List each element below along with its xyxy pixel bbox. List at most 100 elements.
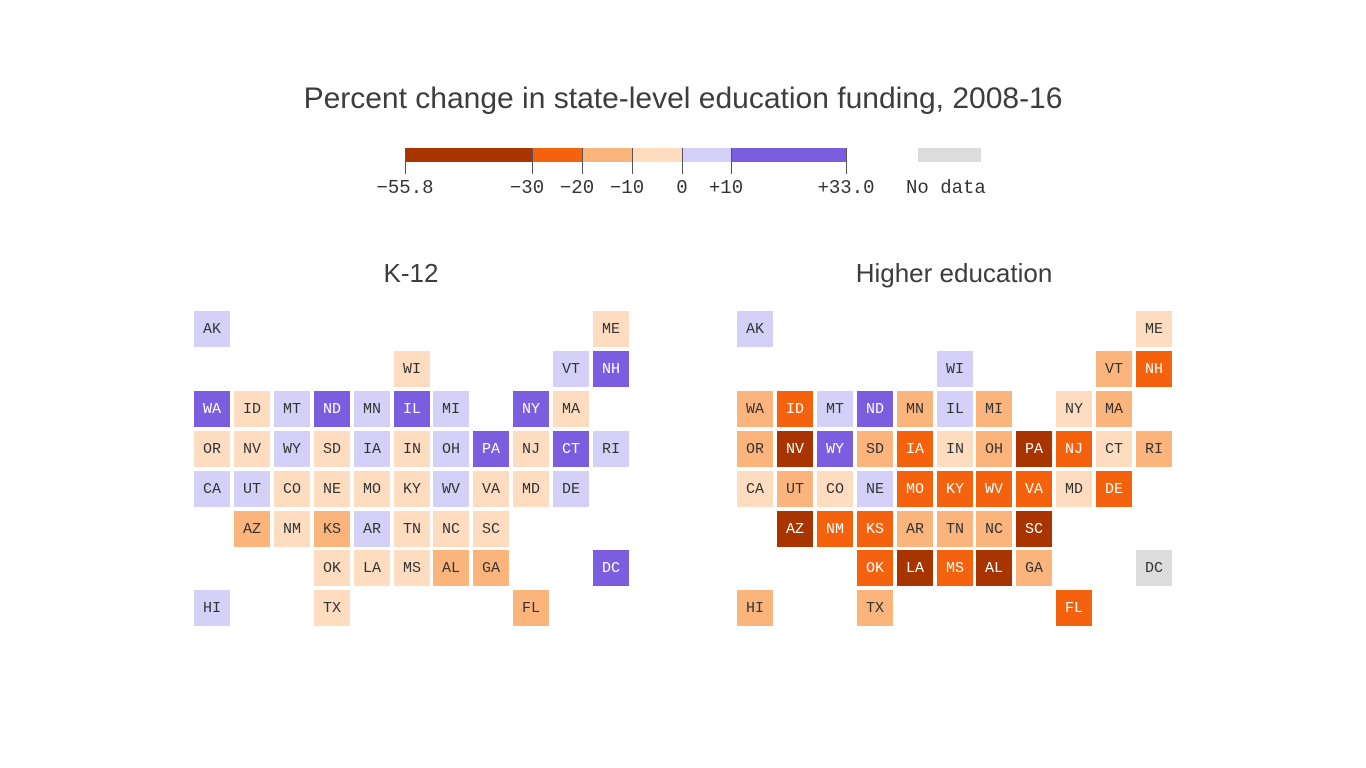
state-tile-wy: WY bbox=[817, 431, 853, 467]
state-tile-ar: AR bbox=[897, 511, 933, 547]
state-tile-nm: NM bbox=[817, 511, 853, 547]
state-tile-oh: OH bbox=[976, 431, 1012, 467]
state-tile-mt: MT bbox=[274, 391, 310, 427]
state-tile-ia: IA bbox=[897, 431, 933, 467]
legend-tick bbox=[731, 148, 732, 174]
state-tile-ky: KY bbox=[937, 471, 973, 507]
state-tile-me: ME bbox=[593, 311, 629, 347]
legend-no-data-swatch bbox=[918, 148, 981, 162]
state-tile-fl: FL bbox=[1056, 590, 1092, 626]
state-tile-in: IN bbox=[937, 431, 973, 467]
state-tile-ok: OK bbox=[314, 550, 350, 586]
state-tile-wy: WY bbox=[274, 431, 310, 467]
state-tile-nv: NV bbox=[777, 431, 813, 467]
state-tile-ga: GA bbox=[473, 550, 509, 586]
state-tile-de: DE bbox=[1096, 471, 1132, 507]
legend-swatch-lt_neg30 bbox=[405, 148, 532, 162]
state-tile-nj: NJ bbox=[1056, 431, 1092, 467]
state-tile-dc: DC bbox=[1136, 550, 1172, 586]
state-tile-md: MD bbox=[1056, 471, 1092, 507]
state-tile-vt: VT bbox=[553, 351, 589, 387]
legend-swatch-pos10_plus bbox=[731, 148, 846, 162]
state-tile-md: MD bbox=[513, 471, 549, 507]
state-tile-pa: PA bbox=[1016, 431, 1052, 467]
chart-title: Percent change in state-level education … bbox=[303, 82, 1063, 115]
state-tile-wi: WI bbox=[937, 351, 973, 387]
legend-swatch-neg30_neg20 bbox=[532, 148, 582, 162]
state-tile-co: CO bbox=[817, 471, 853, 507]
state-tile-wa: WA bbox=[194, 391, 230, 427]
state-tile-ks: KS bbox=[857, 511, 893, 547]
state-tile-ar: AR bbox=[354, 511, 390, 547]
state-tile-ms: MS bbox=[937, 550, 973, 586]
state-tile-wi: WI bbox=[394, 351, 430, 387]
state-tile-sd: SD bbox=[314, 431, 350, 467]
state-tile-ct: CT bbox=[553, 431, 589, 467]
state-tile-ak: AK bbox=[737, 311, 773, 347]
state-tile-wv: WV bbox=[433, 471, 469, 507]
state-tile-ms: MS bbox=[394, 550, 430, 586]
state-tile-ri: RI bbox=[593, 431, 629, 467]
legend-tick bbox=[405, 148, 406, 174]
state-tile-pa: PA bbox=[473, 431, 509, 467]
state-tile-tn: TN bbox=[937, 511, 973, 547]
state-tile-mn: MN bbox=[354, 391, 390, 427]
state-tile-nv: NV bbox=[234, 431, 270, 467]
state-tile-mi: MI bbox=[433, 391, 469, 427]
state-tile-nh: NH bbox=[1136, 351, 1172, 387]
legend-tick-label: −20 bbox=[559, 177, 595, 199]
state-tile-mo: MO bbox=[354, 471, 390, 507]
state-tile-co: CO bbox=[274, 471, 310, 507]
legend-swatch-neg10_0 bbox=[632, 148, 682, 162]
state-tile-de: DE bbox=[553, 471, 589, 507]
state-tile-ca: CA bbox=[737, 471, 773, 507]
state-tile-me: ME bbox=[1136, 311, 1172, 347]
legend-tick-label: +10 bbox=[708, 177, 744, 199]
state-tile-nh: NH bbox=[593, 351, 629, 387]
state-tile-ri: RI bbox=[1136, 431, 1172, 467]
legend-tick-label: −30 bbox=[509, 177, 545, 199]
state-tile-ne: NE bbox=[314, 471, 350, 507]
state-tile-ma: MA bbox=[553, 391, 589, 427]
state-tile-va: VA bbox=[1016, 471, 1052, 507]
state-tile-az: AZ bbox=[777, 511, 813, 547]
map-title-higher-education: Higher education bbox=[855, 258, 1053, 288]
state-tile-hi: HI bbox=[737, 590, 773, 626]
state-tile-fl: FL bbox=[513, 590, 549, 626]
state-tile-ct: CT bbox=[1096, 431, 1132, 467]
state-tile-il: IL bbox=[937, 391, 973, 427]
state-tile-hi: HI bbox=[194, 590, 230, 626]
legend: No data −55.8 −30 −20 −10 0 +10 +33.0 bbox=[0, 0, 1366, 220]
state-tile-dc: DC bbox=[593, 550, 629, 586]
state-tile-mt: MT bbox=[817, 391, 853, 427]
state-tile-ak: AK bbox=[194, 311, 230, 347]
legend-tick bbox=[582, 148, 583, 174]
state-tile-ca: CA bbox=[194, 471, 230, 507]
state-tile-ny: NY bbox=[513, 391, 549, 427]
state-tile-mi: MI bbox=[976, 391, 1012, 427]
state-tile-nc: NC bbox=[433, 511, 469, 547]
state-tile-ne: NE bbox=[857, 471, 893, 507]
state-tile-tx: TX bbox=[857, 590, 893, 626]
state-tile-va: VA bbox=[473, 471, 509, 507]
state-tile-wv: WV bbox=[976, 471, 1012, 507]
state-tile-or: OR bbox=[737, 431, 773, 467]
state-tile-al: AL bbox=[433, 550, 469, 586]
state-tile-sc: SC bbox=[473, 511, 509, 547]
state-tile-sd: SD bbox=[857, 431, 893, 467]
state-tile-or: OR bbox=[194, 431, 230, 467]
legend-tick-label: −55.8 bbox=[376, 177, 434, 199]
state-tile-la: LA bbox=[354, 550, 390, 586]
map-title-k12: K-12 bbox=[383, 258, 439, 288]
state-tile-ia: IA bbox=[354, 431, 390, 467]
legend-swatch-pos0_10 bbox=[682, 148, 731, 162]
state-tile-la: LA bbox=[897, 550, 933, 586]
state-tile-wa: WA bbox=[737, 391, 773, 427]
state-tile-il: IL bbox=[394, 391, 430, 427]
legend-swatch-neg20_neg10 bbox=[582, 148, 632, 162]
state-tile-az: AZ bbox=[234, 511, 270, 547]
state-tile-ut: UT bbox=[234, 471, 270, 507]
legend-tick-label: −10 bbox=[609, 177, 645, 199]
state-tile-nd: ND bbox=[857, 391, 893, 427]
state-tile-ok: OK bbox=[857, 550, 893, 586]
